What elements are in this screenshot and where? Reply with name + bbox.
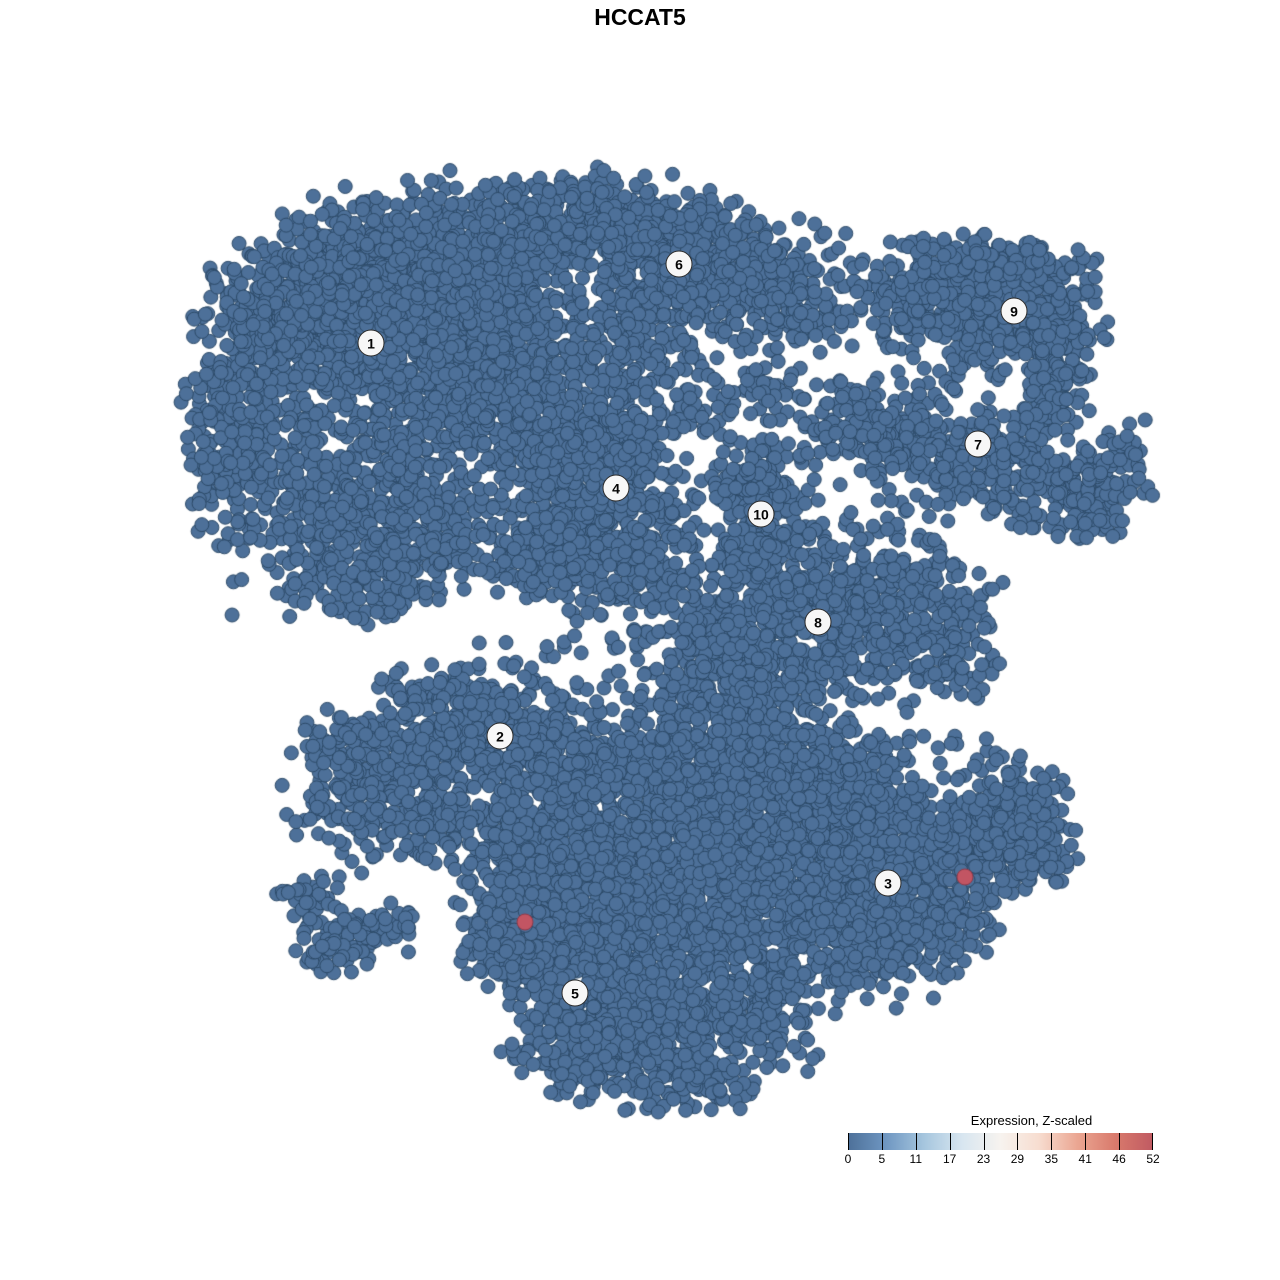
colorbar-tick-52 <box>1152 1133 1153 1150</box>
expression-colorbar-legend: Expression, Z-scaled 0 5 11 17 23 29 35 41 46 52 <box>844 1113 1160 1167</box>
colorbar-tick-label-11: 11 <box>909 1152 922 1166</box>
colorbar <box>848 1133 1153 1150</box>
colorbar-tick-label-0: 0 <box>844 1152 852 1166</box>
colorbar-tick-5 <box>881 1133 883 1150</box>
colorbar-tick-label-23: 23 <box>976 1152 991 1166</box>
colorbar-tick-46 <box>1119 1133 1121 1150</box>
cluster-label-1: 1 <box>357 329 385 357</box>
colorbar-tick-41 <box>1085 1133 1087 1150</box>
cluster-label-5: 5 <box>561 979 589 1007</box>
colorbar-tick-0 <box>848 1133 849 1150</box>
colorbar-tick-labels: 0 5 11 17 23 29 35 41 46 52 <box>844 1152 1160 1167</box>
colorbar-tick-label-46: 46 <box>1112 1152 1126 1166</box>
colorbar-tick-11 <box>915 1133 917 1150</box>
colorbar-tick-label-17: 17 <box>942 1152 957 1166</box>
colorbar-tick-label-52: 52 <box>1146 1152 1160 1166</box>
colorbar-tick-label-29: 29 <box>1010 1152 1025 1166</box>
colorbar-tick-35 <box>1051 1133 1053 1150</box>
cluster-label-7: 7 <box>964 430 992 458</box>
colorbar-tick-label-35: 35 <box>1044 1152 1059 1166</box>
cluster-label-10: 10 <box>747 500 775 528</box>
cluster-label-2: 2 <box>486 722 514 750</box>
cluster-label-9: 9 <box>1000 297 1028 325</box>
cluster-label-4: 4 <box>602 474 630 502</box>
legend-title: Expression, Z-scaled <box>970 1113 1093 1128</box>
colorbar-tick-17 <box>949 1133 951 1150</box>
colorbar-tick-23 <box>983 1133 985 1150</box>
cluster-label-6: 6 <box>665 250 693 278</box>
colorbar-tick-label-5: 5 <box>878 1152 886 1166</box>
cluster-label-3: 3 <box>874 869 902 897</box>
colorbar-tick-label-41: 41 <box>1078 1152 1092 1166</box>
colorbar-tick-29 <box>1017 1133 1019 1150</box>
cluster-label-8: 8 <box>804 608 832 636</box>
